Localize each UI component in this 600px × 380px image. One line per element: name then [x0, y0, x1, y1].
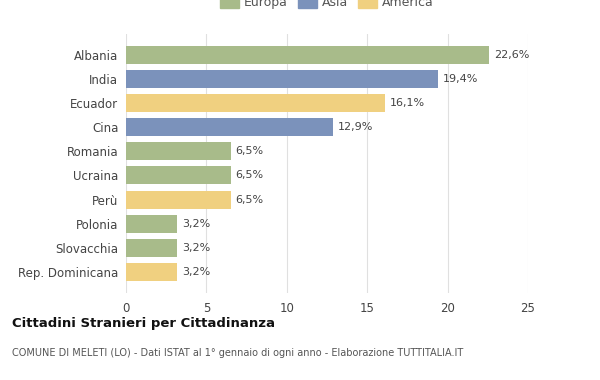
Text: 3,2%: 3,2% [182, 267, 211, 277]
Text: Cittadini Stranieri per Cittadinanza: Cittadini Stranieri per Cittadinanza [12, 317, 275, 330]
Bar [126, 142, 230, 160]
Legend: Europa, Asia, America: Europa, Asia, America [218, 0, 436, 12]
Bar [126, 190, 230, 209]
Text: 22,6%: 22,6% [494, 50, 530, 60]
Text: COMUNE DI MELETI (LO) - Dati ISTAT al 1° gennaio di ogni anno - Elaborazione TUT: COMUNE DI MELETI (LO) - Dati ISTAT al 1°… [12, 348, 463, 358]
Bar [126, 70, 438, 88]
Text: 19,4%: 19,4% [443, 74, 478, 84]
Text: 3,2%: 3,2% [182, 243, 211, 253]
Bar [126, 46, 490, 64]
Bar [126, 118, 334, 136]
Text: 3,2%: 3,2% [182, 218, 211, 229]
Bar [126, 166, 230, 184]
Text: 6,5%: 6,5% [235, 146, 263, 156]
Text: 16,1%: 16,1% [390, 98, 425, 108]
Bar [126, 263, 178, 281]
Text: 6,5%: 6,5% [235, 195, 263, 204]
Bar [126, 239, 178, 257]
Text: 12,9%: 12,9% [338, 122, 374, 132]
Text: 6,5%: 6,5% [235, 171, 263, 180]
Bar [126, 215, 178, 233]
Bar [126, 94, 385, 112]
